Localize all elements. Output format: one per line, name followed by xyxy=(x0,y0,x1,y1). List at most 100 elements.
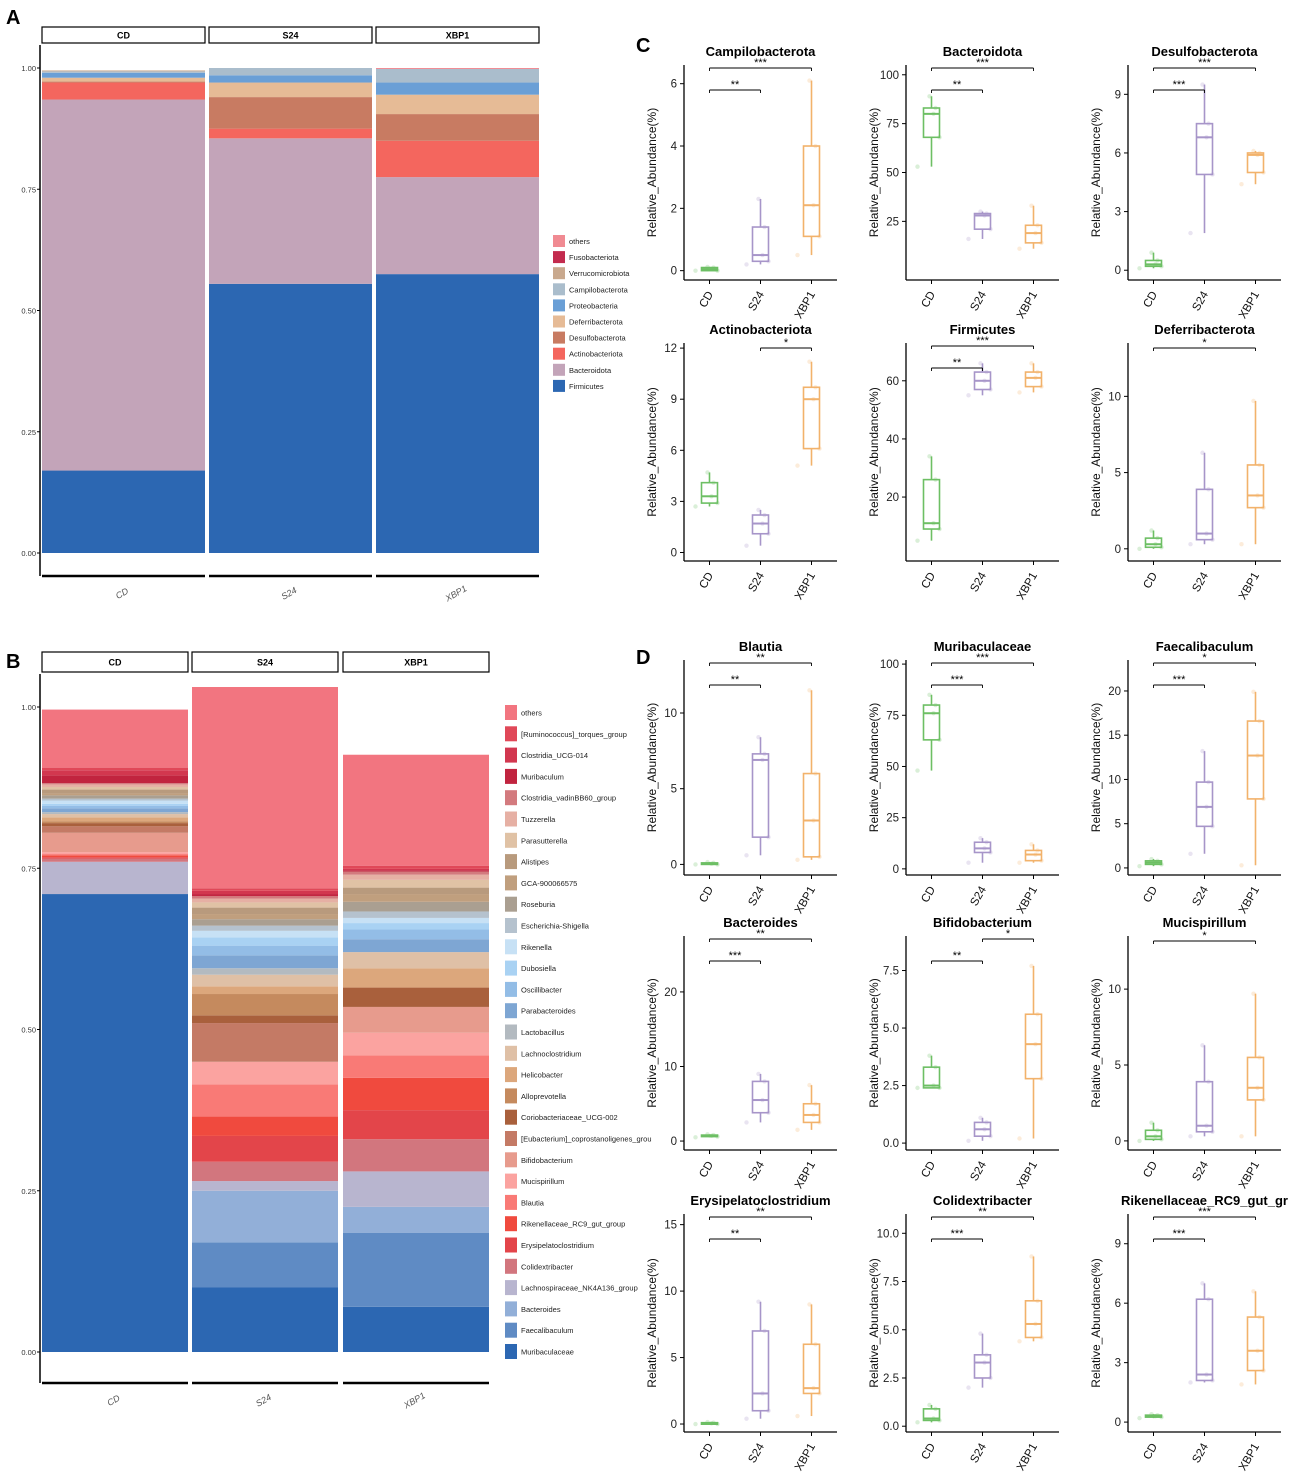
legend-swatch-actinobacteriota xyxy=(553,347,565,360)
x-tick-label-cd: CD xyxy=(919,290,938,310)
legend-label-roseburia: Roseburia xyxy=(521,900,556,909)
x-tick-label-xbp1: XBP1 xyxy=(793,1160,818,1191)
box-cd xyxy=(922,1066,941,1089)
legend-swatch-verrucomicrobiota xyxy=(553,267,565,280)
y-tick-label: 0.25 xyxy=(21,428,36,437)
y-tick-label: 2 xyxy=(671,203,677,215)
box-s24 xyxy=(1195,488,1214,541)
data-point-xbp1 xyxy=(1251,1289,1256,1294)
box-s24 xyxy=(1195,781,1214,828)
significance-label: *** xyxy=(1198,1206,1212,1218)
legend-swatch-muribaculaceae xyxy=(505,1344,517,1359)
bar-segment-xbp1-oscillibacter xyxy=(343,929,489,940)
significance-label: *** xyxy=(1173,1228,1187,1240)
legend-swatch-dubosiella xyxy=(505,960,517,976)
y-tick-label: 50 xyxy=(886,761,899,773)
bar-segment-xbp1-muribaculum xyxy=(343,870,489,872)
facet-header-label-s24: S24 xyxy=(257,658,273,668)
legend-label-others: others xyxy=(569,237,590,246)
x-tick-label-cd: CD xyxy=(1141,1160,1160,1180)
data-point-s24 xyxy=(1200,748,1205,754)
y-tick-label: 6 xyxy=(671,79,677,91)
bar-segment-s24-muribaculum xyxy=(192,894,338,896)
x-tick-label-cd: CD xyxy=(697,1160,716,1180)
legend-label-eubacterium-coprostanoligenes-grou: [Eubacterium]_coprostanoligenes_grou xyxy=(521,1135,652,1144)
data-point-s24 xyxy=(1200,450,1205,455)
legend-label-bacteroides: Bacteroides xyxy=(521,1305,561,1314)
legend-label-helicobacter: Helicobacter xyxy=(521,1071,563,1080)
bar-segment-xbp1-escherichia-shigella xyxy=(343,911,489,918)
data-point-xbp1 xyxy=(1017,246,1022,251)
box-xbp1 xyxy=(1024,1300,1043,1339)
bar-segment-cd-alistipes xyxy=(42,789,188,794)
boxplot-campilobacterota: Campilobacterota 0 2 4 6 Relative_Abundance(%… xyxy=(645,44,837,321)
legend-swatch-desulfobacterota xyxy=(553,331,565,344)
y-tick-label: 5.0 xyxy=(883,1023,899,1035)
bar-segment-s24-rikenellaceae-rc9-gut-group xyxy=(192,1116,338,1136)
panel-label-c: C xyxy=(636,35,650,57)
bar-segment-xbp1-lachnoclostridium xyxy=(343,952,489,969)
significance-label: * xyxy=(1202,337,1207,349)
boxplot-panels: Campilobacterota 0 2 4 6 Relative_Abundance(%… xyxy=(645,44,1288,1473)
x-tick-label-xbp1: XBP1 xyxy=(1015,1442,1040,1473)
bar-segment-cd-deferribacterota xyxy=(42,77,205,82)
legend-label-alloprevotella: Alloprevotella xyxy=(521,1092,567,1101)
plot-title: Actinobacteriota xyxy=(709,322,812,337)
legend-swatch-blautia xyxy=(505,1194,517,1210)
x-tick-label-s24: S24 xyxy=(1190,1441,1211,1465)
x-tick-label-s24: S24 xyxy=(1190,1159,1211,1183)
legend-swatch-parasutterella xyxy=(505,832,517,848)
y-tick-label: 75 xyxy=(886,119,899,131)
x-tick-label-cd: CD xyxy=(919,1442,938,1462)
data-point-xbp1 xyxy=(1251,398,1256,404)
panel-a-stacked-bar: CD CD S24 S24 XBP1 XBP1 0.00 0.25 0.50 0.75 1.00 ot… xyxy=(21,26,630,604)
bar-segment-s24-parasutterella xyxy=(192,902,338,908)
y-tick-label: 12 xyxy=(664,343,677,355)
legend-swatch-alistipes xyxy=(505,854,517,870)
data-point-cd xyxy=(693,1135,698,1140)
y-tick-label: 0 xyxy=(1115,1417,1121,1429)
bar-segment-s24-mucispirillum xyxy=(192,1061,338,1085)
bar-segment-xbp1-muribaculaceae xyxy=(343,1306,489,1352)
box-xbp1 xyxy=(1024,849,1043,862)
y-tick-label: 5 xyxy=(671,1353,677,1365)
y-tick-label: 2.5 xyxy=(883,1081,899,1093)
bar-segment-s24-helicobacter xyxy=(192,986,338,995)
data-point-xbp1 xyxy=(807,78,812,83)
facet-header-label-cd: CD xyxy=(117,31,130,41)
boxplot-faecalibaculum: Faecalibaculum 0 5 10 15 20 Relative_Abundance… xyxy=(1089,639,1281,916)
data-point-s24 xyxy=(1188,1380,1193,1385)
data-point-xbp1 xyxy=(1251,689,1256,695)
y-tick-label: 5 xyxy=(1115,1060,1121,1072)
bar-segment-xbp1-campilobacterota xyxy=(376,68,539,83)
x-tick-label-s24: S24 xyxy=(746,570,767,594)
y-tick-label: 60 xyxy=(886,376,899,388)
bar-segment-cd-mucispirillum xyxy=(42,852,188,855)
plot-title: Desulfobacterota xyxy=(1151,44,1258,59)
y-tick-label: 10 xyxy=(664,1286,677,1298)
bar-segment-xbp1-helicobacter xyxy=(343,968,489,988)
plot-title: Colidextribacter xyxy=(933,1193,1032,1208)
data-point-s24 xyxy=(966,236,971,242)
legend-label-bifidobacterium: Bifidobacterium xyxy=(521,1156,573,1165)
legend-label-clostridia-vadinbb60-group: Clostridia_vadinBB60_group xyxy=(521,794,616,803)
legend-label-faecalibaculum: Faecalibaculum xyxy=(521,1326,574,1335)
data-point-xbp1 xyxy=(807,359,812,364)
bar-segment-s24-others xyxy=(192,687,338,889)
bar-segment-xbp1-others xyxy=(343,754,489,866)
legend-label-dubosiella: Dubosiella xyxy=(521,964,557,973)
plot-title: Deferribacterota xyxy=(1154,322,1255,337)
bar-segment-cd-parabacteroides xyxy=(42,808,188,813)
data-point-s24 xyxy=(966,393,971,398)
data-point-s24 xyxy=(966,860,971,865)
significance-label: *** xyxy=(729,950,743,962)
data-point-s24 xyxy=(744,1120,749,1125)
bar-segment-cd-lachnoclostridium xyxy=(42,814,188,818)
significance-label: *** xyxy=(1173,79,1187,91)
bar-segment-xbp1-tuzzerella xyxy=(343,874,489,880)
bar-segment-cd-alloprevotella xyxy=(42,821,188,824)
data-point-cd xyxy=(1137,546,1142,552)
data-point-xbp1 xyxy=(1029,963,1034,969)
bar-segment-s24-desulfobacterota xyxy=(209,97,372,129)
legend-swatch-clostridia-vadinbb60-group xyxy=(505,790,517,806)
